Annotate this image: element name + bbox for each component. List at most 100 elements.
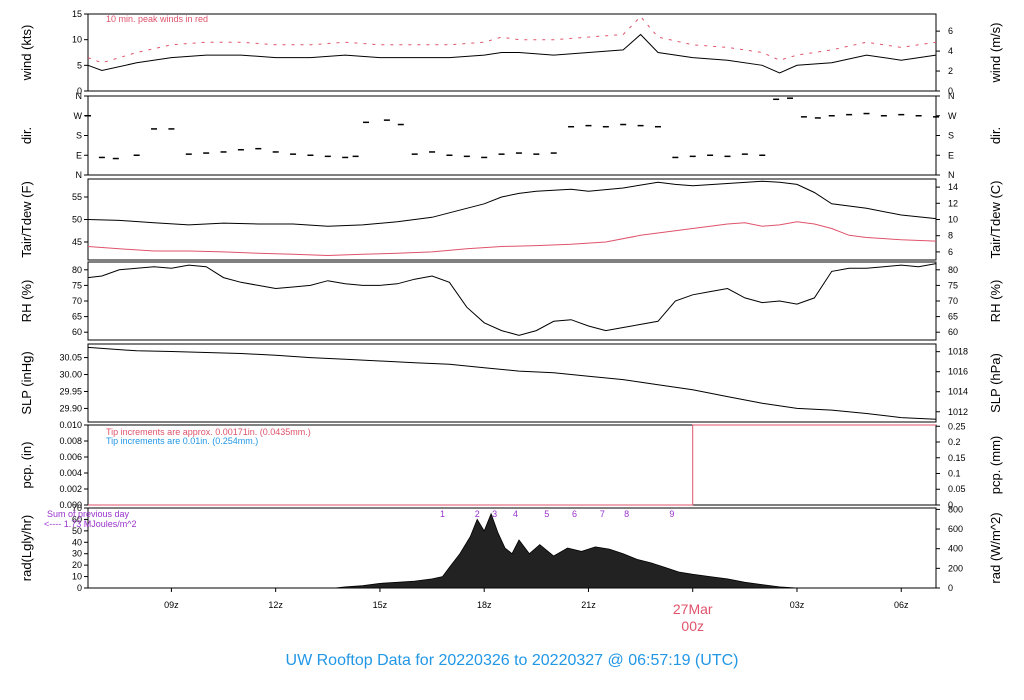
time-tick-label: 18z bbox=[477, 600, 492, 610]
pcp-right-tick-label: 0.05 bbox=[948, 484, 966, 494]
pcp-ytick-label: 0.006 bbox=[59, 452, 82, 462]
pcp-ytick-label: 0.010 bbox=[59, 420, 82, 430]
dir-ytick-label: S bbox=[76, 131, 82, 141]
wind-annotation: 10 min. peak winds in red bbox=[106, 14, 208, 24]
dir-ytick-label: N bbox=[76, 170, 83, 180]
pcp-ytick-label: 0.000 bbox=[59, 500, 82, 510]
temp-right-tick-label: 10 bbox=[948, 215, 958, 225]
rh-right-tick-label: 75 bbox=[948, 280, 958, 290]
slp-series-line-0 bbox=[87, 346, 937, 420]
rh-right-tick-label: 65 bbox=[948, 312, 958, 322]
rh-ytick-label: 60 bbox=[72, 327, 82, 337]
rad-right-tick-label: 400 bbox=[948, 544, 963, 554]
dir-ylabel: dir. bbox=[19, 127, 34, 144]
rh-panel-frame bbox=[87, 261, 937, 341]
pcp-note-exact: Tip increments are 0.01in. (0.254mm.) bbox=[106, 436, 258, 446]
rad-ytick-label: 70 bbox=[72, 503, 82, 513]
pcp-right-tick-label: 0.25 bbox=[948, 421, 966, 431]
dir-ytick-label: E bbox=[76, 150, 82, 160]
slp-panel-frame bbox=[87, 343, 937, 423]
slp-ylabel: SLP (inHg) bbox=[19, 351, 34, 414]
temp-series-line-1 bbox=[87, 221, 937, 257]
temp-ytick-label: 45 bbox=[72, 237, 82, 247]
time-tick-label: 15z bbox=[373, 600, 388, 610]
rad-hour-mark: 5 bbox=[544, 509, 549, 519]
rad-ytick-label: 0 bbox=[77, 583, 82, 593]
rad-sum-annotation: Sum of previous day bbox=[47, 509, 130, 519]
time-tick-label: 09z bbox=[164, 600, 179, 610]
temp-series-line-0 bbox=[87, 180, 937, 227]
rh-right-tick-label: 80 bbox=[948, 265, 958, 275]
rad-ytick-label: 40 bbox=[72, 537, 82, 547]
rad-ytick-label: 20 bbox=[72, 560, 82, 570]
pcp-ytick-label: 0.002 bbox=[59, 484, 82, 494]
wind-panel-frame bbox=[87, 13, 937, 92]
wind-ylabel-right: wind (m/s) bbox=[988, 23, 1003, 84]
time-tick-label: 21z bbox=[581, 600, 596, 610]
pcp-right-tick-label: 0.2 bbox=[948, 437, 961, 447]
rh-ytick-label: 70 bbox=[72, 296, 82, 306]
dir-right-tick-label: E bbox=[948, 150, 954, 160]
midnight-time-label: 00z bbox=[681, 618, 704, 634]
rad-area bbox=[334, 512, 798, 589]
rad-right-tick-label: 600 bbox=[948, 524, 963, 534]
dir-panel-frame bbox=[87, 95, 937, 176]
dir-right-tick-label: W bbox=[948, 111, 957, 121]
pcp-right-tick-label: 0 bbox=[948, 500, 953, 510]
temp-right-tick-label: 14 bbox=[948, 182, 958, 192]
rad-hour-mark: 9 bbox=[669, 509, 674, 519]
temp-right-tick-label: 12 bbox=[948, 198, 958, 208]
page-title: UW Rooftop Data for 20220326 to 20220327… bbox=[286, 652, 739, 669]
temp-right-tick-label: 8 bbox=[948, 231, 953, 241]
dir-right-tick-label: S bbox=[948, 131, 954, 141]
rad-ylabel-right: rad (W/m^2) bbox=[988, 512, 1003, 583]
slp-ytick-label: 29.95 bbox=[59, 386, 82, 396]
rh-ytick-label: 75 bbox=[72, 280, 82, 290]
slp-ytick-label: 30.05 bbox=[59, 353, 82, 363]
time-tick-label: 03z bbox=[790, 600, 805, 610]
wind-right-tick-label: 2 bbox=[948, 66, 953, 76]
temp-right-tick-label: 6 bbox=[948, 247, 953, 257]
dir-right-tick-label: N bbox=[948, 170, 955, 180]
pcp-ytick-label: 0.004 bbox=[59, 468, 82, 478]
slp-right-tick-label: 1012 bbox=[948, 407, 968, 417]
wind-series-line-1 bbox=[87, 15, 937, 64]
rad-right-tick-label: 0 bbox=[948, 583, 953, 593]
slp-right-tick-label: 1018 bbox=[948, 347, 968, 357]
wind-right-tick-label: 6 bbox=[948, 26, 953, 36]
pcp-ylabel: pcp. (in) bbox=[19, 442, 34, 489]
wind-ytick-label: 0 bbox=[77, 86, 82, 96]
temp-panel-frame bbox=[87, 178, 937, 261]
dir-right-tick-label: N bbox=[948, 91, 955, 101]
slp-right-tick-label: 1014 bbox=[948, 387, 968, 397]
rad-right-tick-label: 200 bbox=[948, 563, 963, 573]
dir-ylabel-right: dir. bbox=[988, 127, 1003, 144]
pcp-right-tick-label: 0.1 bbox=[948, 469, 961, 479]
wind-right-tick-label: 4 bbox=[948, 46, 953, 56]
wind-series-line-0 bbox=[87, 33, 937, 74]
wind-ytick-label: 5 bbox=[77, 60, 82, 70]
rad-ytick-label: 50 bbox=[72, 526, 82, 536]
slp-ytick-label: 29.90 bbox=[59, 403, 82, 413]
rad-ytick-label: 60 bbox=[72, 514, 82, 524]
rad-right-tick-label: 800 bbox=[948, 504, 963, 514]
rh-ylabel: RH (%) bbox=[19, 280, 34, 323]
rad-hour-mark: 6 bbox=[572, 509, 577, 519]
rad-hour-mark: 2 bbox=[475, 509, 480, 519]
dir-ytick-label: N bbox=[76, 91, 83, 101]
slp-ylabel-right: SLP (hPa) bbox=[988, 353, 1003, 413]
rad-ytick-label: 30 bbox=[72, 549, 82, 559]
pcp-ylabel-right: pcp. (mm) bbox=[988, 436, 1003, 495]
rad-ytick-label: 10 bbox=[72, 572, 82, 582]
temp-ytick-label: 55 bbox=[72, 192, 82, 202]
rad-sum-value: <---- 1.73 MJoules/m^2 bbox=[44, 519, 137, 529]
wind-right-tick-label: 0 bbox=[948, 86, 953, 96]
midnight-date-label: 27Mar bbox=[673, 601, 713, 617]
time-tick-label: 06z bbox=[894, 600, 909, 610]
time-tick-label: 12z bbox=[268, 600, 283, 610]
rh-right-tick-label: 60 bbox=[948, 327, 958, 337]
slp-right-tick-label: 1016 bbox=[948, 367, 968, 377]
rh-ytick-label: 65 bbox=[72, 312, 82, 322]
rad-ylabel: rad(Lgly/hr) bbox=[19, 515, 34, 581]
